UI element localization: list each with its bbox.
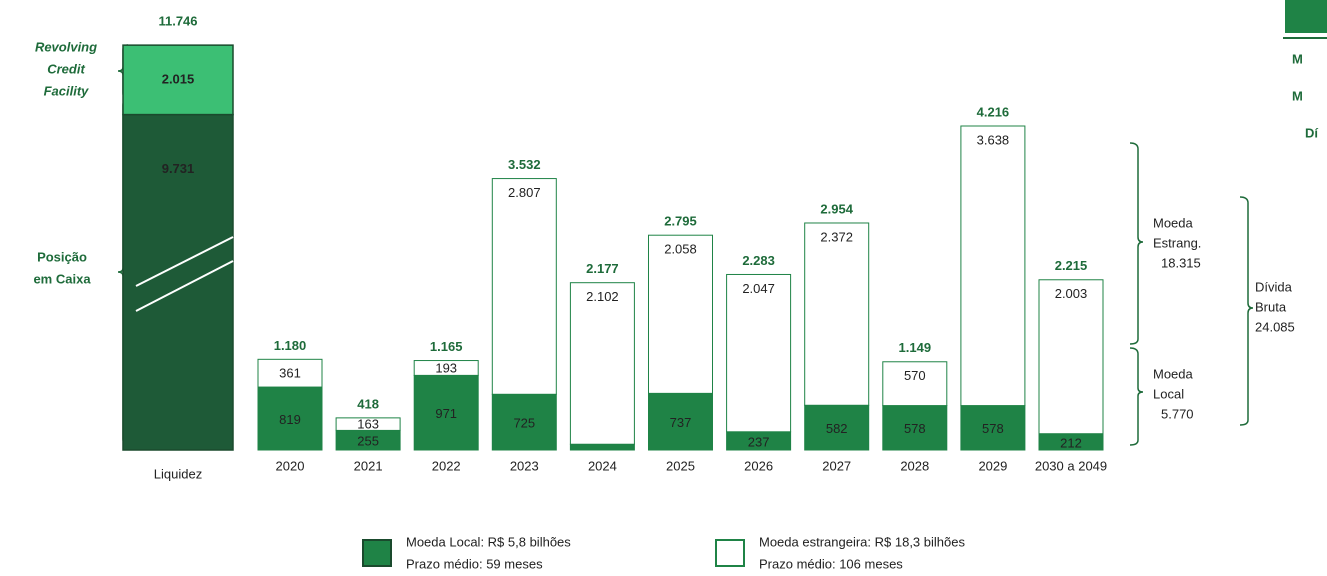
liquidity-label: Liquidez — [154, 466, 202, 481]
bar-segment — [804, 222, 870, 406]
bar-segment — [1038, 279, 1104, 435]
value-label: 2.003 — [1055, 286, 1088, 301]
bar-segment — [413, 374, 479, 451]
value-label: 2.807 — [508, 185, 541, 200]
value-label: 361 — [279, 366, 301, 381]
side-panel-text: M — [1292, 88, 1303, 103]
value-label: 819 — [279, 412, 301, 427]
value-label: 737 — [670, 415, 692, 430]
x-tick-label: 2021 — [354, 458, 383, 473]
legend-note: Prazo médio: 106 meses — [759, 556, 903, 571]
bracket-label: Moeda — [1153, 215, 1194, 230]
bar-segment — [413, 360, 479, 376]
side-panel-text: M — [1292, 51, 1303, 66]
bar-segment — [882, 405, 948, 451]
x-tick-label: 2020 — [276, 458, 305, 473]
value-label: 193 — [435, 360, 457, 375]
x-tick-label: 2030 a 2049 — [1035, 458, 1107, 473]
liquidity-segment-name: em Caixa — [33, 271, 91, 286]
total-label: 1.149 — [899, 340, 932, 355]
total-label: 418 — [357, 396, 379, 411]
break-line — [135, 236, 234, 287]
bracket-label: 18.315 — [1161, 255, 1201, 270]
bracket-label: Bruta — [1255, 299, 1287, 314]
bar-segment — [804, 404, 870, 451]
bracket-label: 24.085 — [1255, 319, 1295, 334]
bar-segment — [882, 361, 948, 407]
value-label: 163 — [357, 417, 379, 432]
break-line — [135, 260, 234, 312]
liquidity-segment-name: Credit — [47, 61, 85, 76]
value-label: 2.372 — [820, 229, 853, 244]
liquidity-segment-name: Facility — [44, 83, 90, 98]
x-tick-label: 2026 — [744, 458, 773, 473]
liquidity-segment — [122, 44, 234, 116]
x-tick-label: 2029 — [978, 458, 1007, 473]
liquidity-value-label: 2.015 — [162, 71, 195, 86]
bar-segment — [960, 125, 1026, 407]
legend-swatch — [362, 539, 392, 567]
liquidity-segment-name: Posição — [37, 249, 87, 264]
bracket-label: Dívida — [1255, 279, 1293, 294]
legend-label: Moeda Local: R$ 5,8 bilhões — [406, 534, 571, 549]
total-label: 2.795 — [664, 214, 697, 229]
legend-note: Prazo médio: 59 meses — [406, 556, 543, 571]
total-label: 2.177 — [586, 261, 619, 276]
total-label: 2.954 — [820, 201, 853, 216]
total-label: 1.180 — [274, 338, 307, 353]
value-label: 725 — [513, 416, 535, 431]
bar-segment — [491, 178, 557, 395]
x-tick-label: 2024 — [588, 458, 617, 473]
value-label: 578 — [904, 421, 926, 436]
bar-segment — [491, 393, 557, 451]
total-label: 3.532 — [508, 157, 541, 172]
value-label: 570 — [904, 368, 926, 383]
bar-segment — [569, 282, 635, 445]
legend-label: Moeda estrangeira: R$ 18,3 bilhões — [759, 534, 965, 549]
side-panel-text: Dí — [1305, 125, 1318, 140]
value-label: 255 — [357, 434, 379, 449]
bracket-label: Estrang. — [1153, 235, 1201, 250]
bar-segment — [569, 443, 635, 451]
bar-segment — [257, 358, 323, 388]
bracket-label: Moeda — [1153, 366, 1194, 381]
bar-segment — [257, 386, 323, 451]
total-label: 2.283 — [742, 253, 775, 268]
liquidity-segment-name: Revolving — [35, 39, 97, 54]
bar-segment — [648, 392, 713, 451]
value-label: 237 — [748, 434, 770, 449]
total-label: 4.216 — [977, 104, 1010, 119]
x-tick-label: 2022 — [432, 458, 461, 473]
x-tick-label: 2028 — [900, 458, 929, 473]
liquidity-value-label: 9.731 — [162, 161, 195, 176]
value-label: 2.047 — [742, 281, 775, 296]
bar-segment — [726, 273, 792, 433]
value-label: 971 — [435, 406, 457, 421]
x-tick-label: 2023 — [510, 458, 539, 473]
bar-segment — [335, 417, 401, 431]
value-label: 2.102 — [586, 289, 619, 304]
value-label: 582 — [826, 421, 848, 436]
bracket-label: 5.770 — [1161, 406, 1194, 421]
bar-segment — [960, 405, 1026, 451]
bar-segment — [648, 234, 713, 394]
total-label: 1.165 — [430, 339, 463, 354]
legend-swatch — [715, 539, 745, 567]
bracket-label: Local — [1153, 386, 1184, 401]
value-label: 212 — [1060, 435, 1082, 450]
value-label: 3.638 — [977, 132, 1010, 147]
x-tick-label: 2025 — [666, 458, 695, 473]
total-label: 2.215 — [1055, 258, 1088, 273]
value-label: 2.058 — [664, 242, 697, 257]
x-tick-label: 2027 — [822, 458, 851, 473]
value-label: 578 — [982, 421, 1004, 436]
liquidity-total: 11.746 — [158, 13, 197, 28]
